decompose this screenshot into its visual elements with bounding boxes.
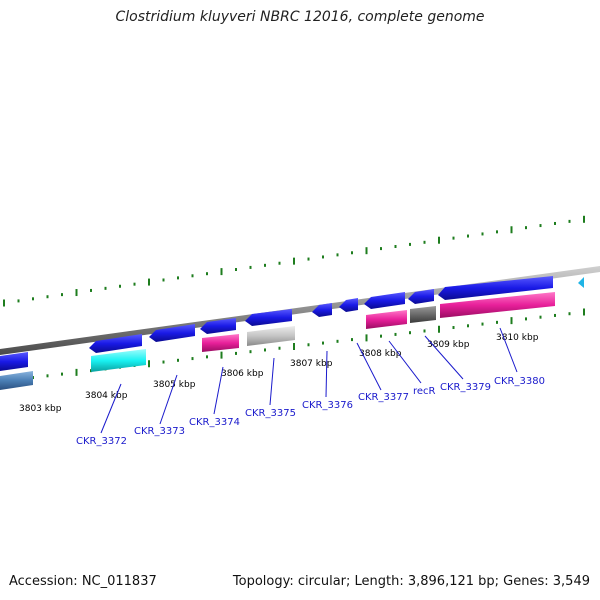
gene-ckr-3377[interactable] xyxy=(364,292,405,309)
feature-lightgray[interactable] xyxy=(247,326,295,346)
kbp-label: 3807 kbp xyxy=(290,359,333,369)
accession-label: Accession: NC_011837 xyxy=(9,574,157,589)
leader-line xyxy=(213,366,224,415)
gene-label-recr[interactable]: recR xyxy=(413,386,436,397)
feature-darkgray[interactable] xyxy=(410,306,436,323)
feature-magenta-3377[interactable] xyxy=(366,310,407,329)
leader-line xyxy=(424,335,464,380)
leader-line xyxy=(159,374,178,425)
gene-ckr-3376[interactable] xyxy=(312,303,332,317)
gene-label-ckr-3379[interactable]: CKR_3379 xyxy=(440,382,491,393)
gene-label-leaders xyxy=(100,327,518,434)
leader-line xyxy=(388,340,422,384)
scale-labels: 3803 kbp 3804 kbp 3805 kbp 3806 kbp 3807… xyxy=(19,333,539,414)
reverse-strand-features xyxy=(0,292,555,390)
gene-label-ckr-3380[interactable]: CKR_3380 xyxy=(494,376,545,387)
feature-cyan[interactable] xyxy=(91,349,146,372)
leader-line xyxy=(499,327,518,373)
kbp-label: 3804 kbp xyxy=(85,391,128,401)
kbp-label: 3805 kbp xyxy=(153,380,196,390)
leader-line xyxy=(356,342,382,391)
kbp-label: 3809 kbp xyxy=(427,340,470,350)
feature-steelblue[interactable] xyxy=(0,371,33,390)
gene-ckr-3372[interactable] xyxy=(89,334,142,353)
gene-ckr-3375[interactable] xyxy=(245,309,292,326)
kbp-label: 3806 kbp xyxy=(221,369,264,379)
gene-label-ckr-3375[interactable]: CKR_3375 xyxy=(245,408,296,419)
gene-recr[interactable] xyxy=(408,289,434,304)
gene-forward-strand[interactable] xyxy=(0,352,28,371)
gene-ckr-3374[interactable] xyxy=(200,318,236,334)
gene-label-ckr-3374[interactable]: CKR_3374 xyxy=(189,417,240,428)
leader-line xyxy=(100,383,122,434)
forward-strand-genes xyxy=(0,276,553,371)
gene-label-ckr-3372[interactable]: CKR_3372 xyxy=(76,436,127,447)
leader-line xyxy=(269,357,275,406)
cyan-arrow-marker-icon[interactable] xyxy=(578,277,584,288)
map-title: Clostridium kluyveri NBRC 12016, complet… xyxy=(115,9,485,25)
kbp-label: 3803 kbp xyxy=(19,404,62,414)
feature-magenta-3374[interactable] xyxy=(202,334,239,352)
kbp-label: 3810 kbp xyxy=(496,333,539,343)
leader-line xyxy=(325,350,328,398)
gene-label-ckr-3377[interactable]: CKR_3377 xyxy=(358,392,409,403)
feature-magenta-3380[interactable] xyxy=(440,292,555,318)
gene-labels: CKR_3372 CKR_3373 CKR_3374 CKR_3375 CKR_… xyxy=(76,376,545,447)
gene-label-ckr-3376[interactable]: CKR_3376 xyxy=(302,400,353,411)
gene-ckr-3373[interactable] xyxy=(149,324,195,342)
gene-ckr-3377-upper[interactable] xyxy=(339,298,358,312)
upper-tick-row xyxy=(3,215,585,307)
genome-stats-label: Topology: circular; Length: 3,896,121 bp… xyxy=(232,574,590,589)
gene-ckr-3380[interactable] xyxy=(438,276,553,300)
kbp-label: 3808 kbp xyxy=(359,349,402,359)
gene-label-ckr-3373[interactable]: CKR_3373 xyxy=(134,426,185,437)
